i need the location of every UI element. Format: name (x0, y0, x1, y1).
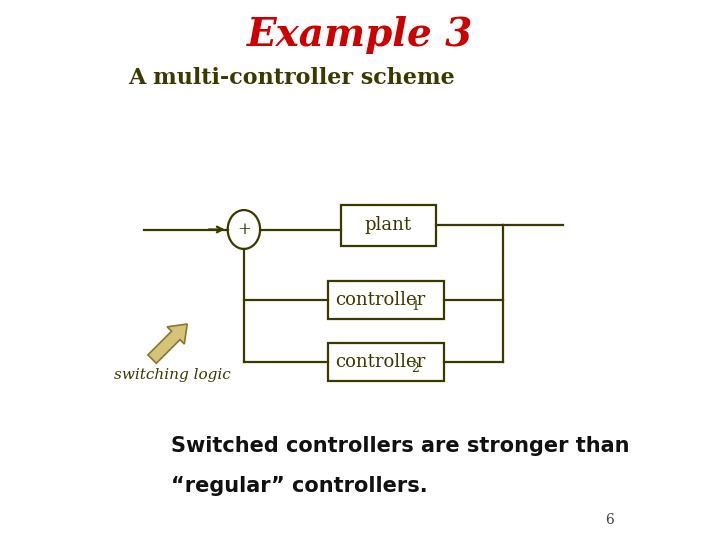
Text: +: + (237, 221, 251, 238)
Text: Example 3: Example 3 (247, 16, 473, 54)
FancyBboxPatch shape (328, 281, 444, 319)
Text: A multi-controller scheme: A multi-controller scheme (128, 68, 454, 89)
Text: 1: 1 (411, 300, 419, 313)
Text: controller: controller (335, 353, 426, 371)
Text: controller: controller (335, 291, 426, 309)
Text: 2: 2 (411, 362, 419, 375)
Text: plant: plant (365, 217, 412, 234)
FancyBboxPatch shape (341, 205, 436, 246)
Text: 6: 6 (605, 512, 613, 526)
FancyBboxPatch shape (328, 343, 444, 381)
Text: “regular” controllers.: “regular” controllers. (171, 476, 428, 496)
Text: switching logic: switching logic (114, 368, 231, 382)
Text: Switched controllers are stronger than: Switched controllers are stronger than (171, 435, 629, 456)
FancyArrow shape (148, 324, 187, 363)
Ellipse shape (228, 210, 260, 249)
